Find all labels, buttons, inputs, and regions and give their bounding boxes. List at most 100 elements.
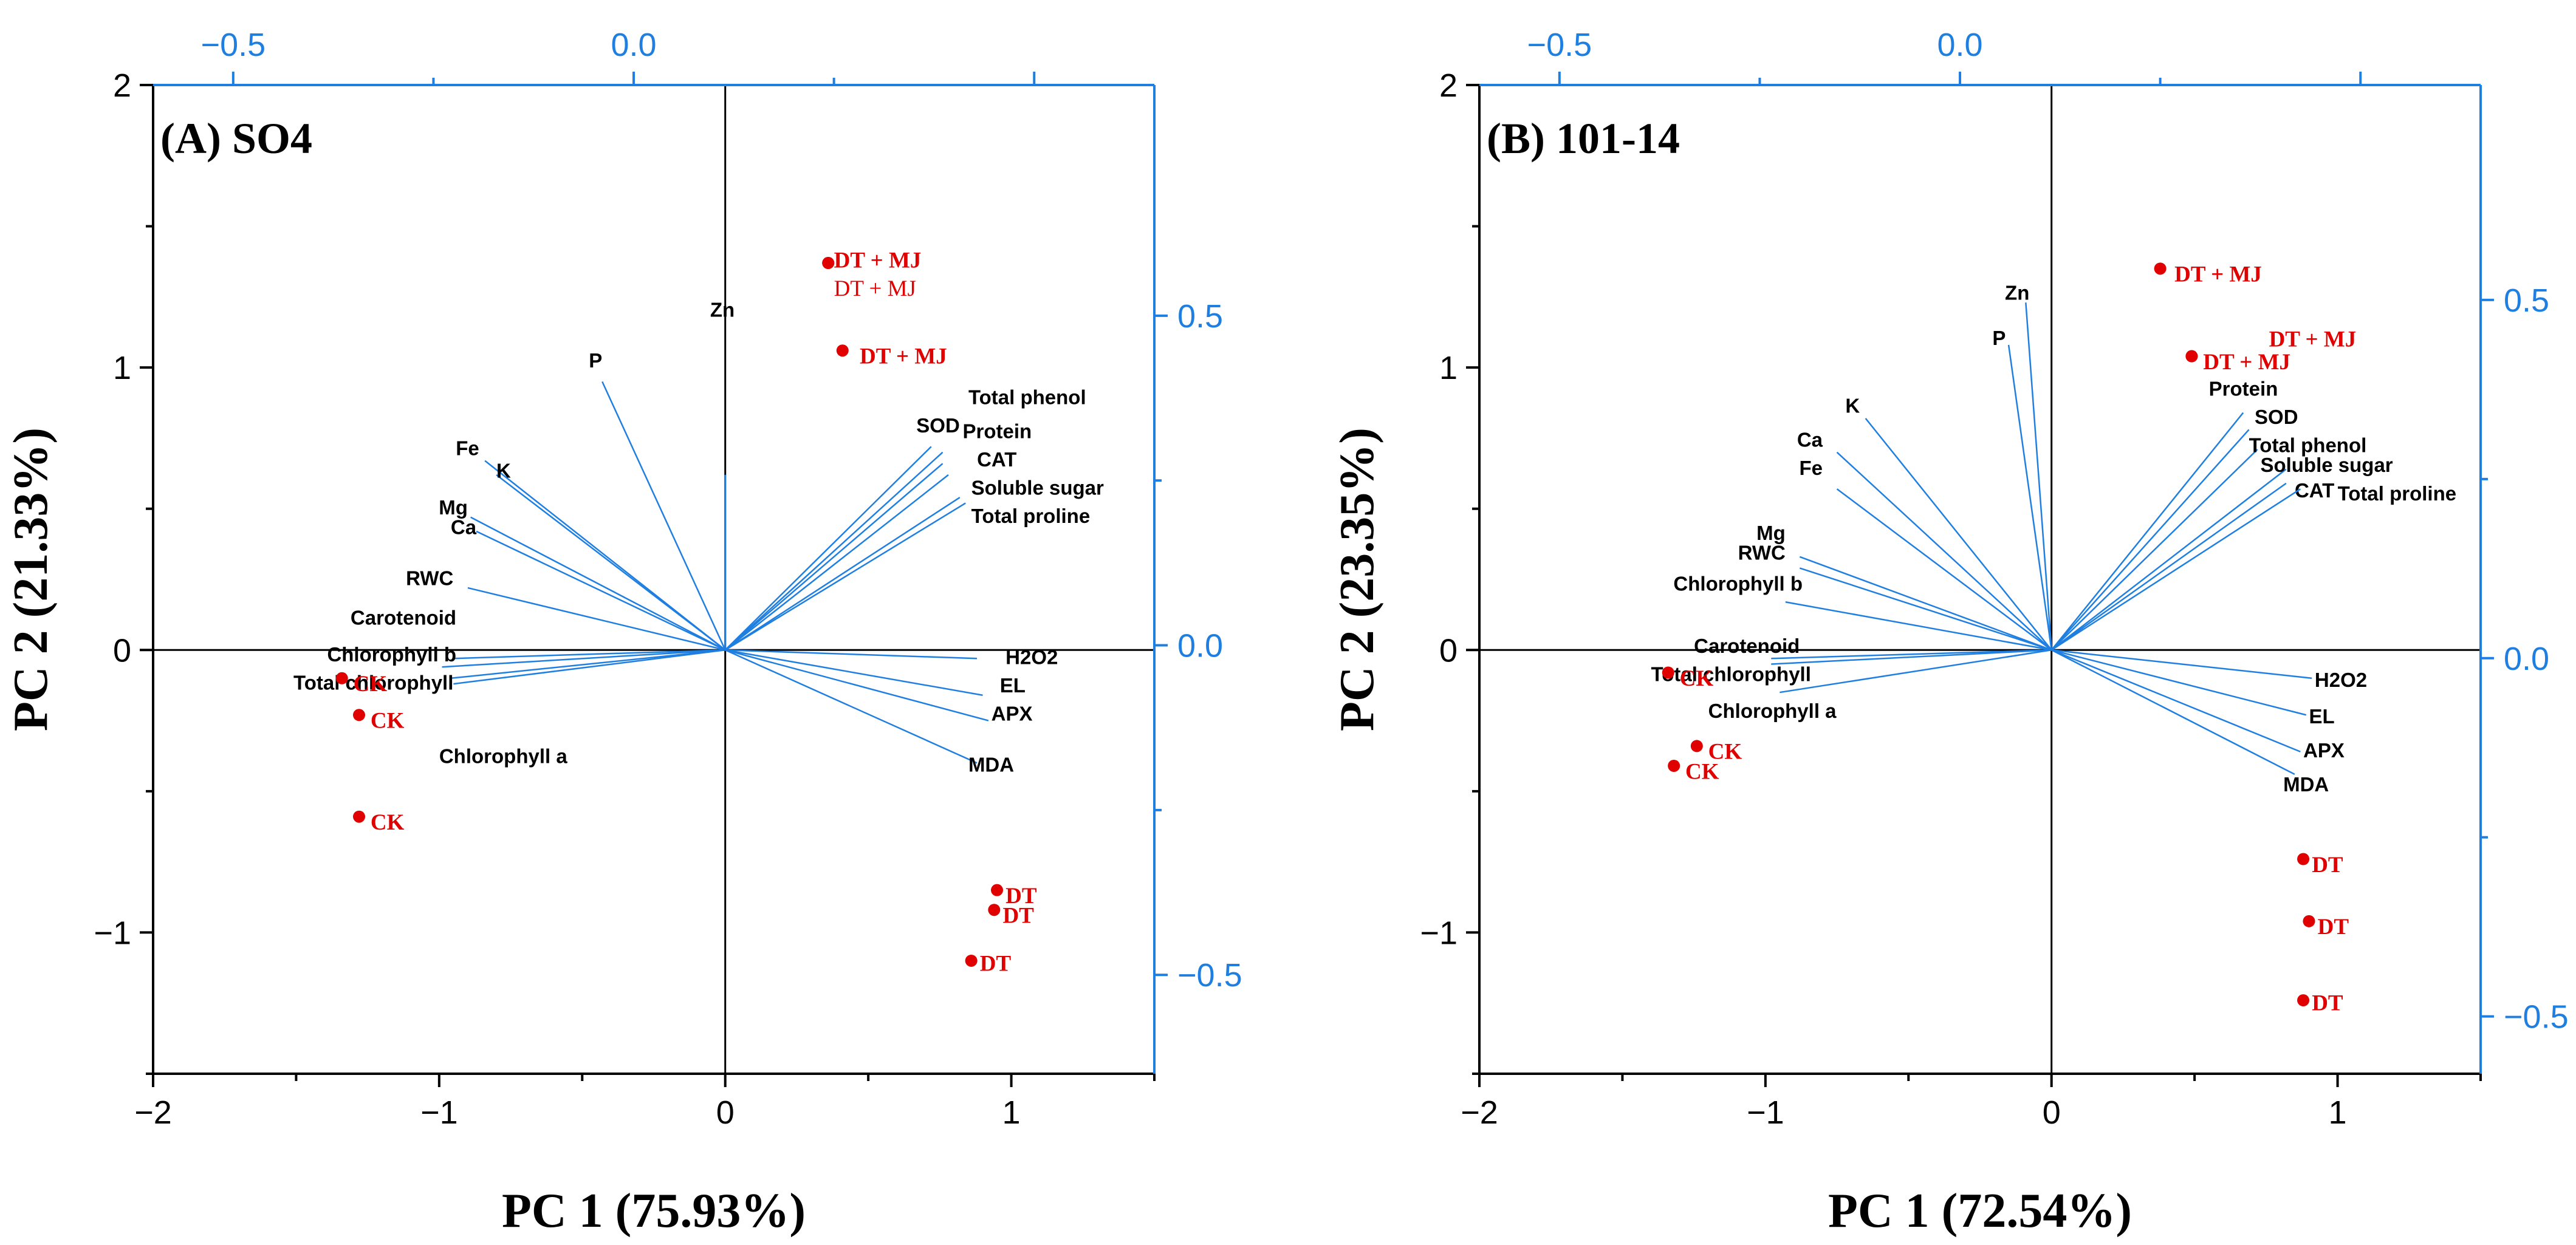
loading-label: H2O2	[2315, 669, 2367, 691]
loading-vector	[2050, 449, 2258, 651]
loading-vector	[2050, 468, 2287, 651]
x-tick-label: 1	[1002, 1094, 1021, 1131]
loading-vector	[442, 649, 725, 668]
loading-label: Chlorophyll b	[1673, 573, 1803, 595]
loading-label: Chlorophyll b	[327, 643, 456, 666]
sample-point	[1690, 740, 1703, 752]
sample-point	[965, 954, 978, 967]
sample-point	[335, 672, 348, 684]
loading-label: Total phenol	[2249, 434, 2367, 457]
loading-label: Total proline	[971, 505, 1091, 527]
top-tick-label: 0.0	[611, 27, 657, 63]
panel-title: (B) 101-14	[1487, 114, 1680, 163]
loading-vector	[2050, 429, 2250, 651]
sample-point	[2154, 262, 2167, 275]
x-tick-label: −2	[134, 1094, 172, 1131]
loading-vector	[467, 587, 726, 651]
sample-label: DT + MJ	[860, 344, 947, 369]
loading-label: MDA	[968, 753, 1014, 776]
sample-point	[2297, 853, 2310, 865]
x-tick-label: 0	[2043, 1094, 2061, 1131]
loading-vector	[2051, 649, 2307, 716]
top-tick-label: −0.5	[201, 27, 266, 63]
sample-label: DT	[2312, 991, 2343, 1016]
loading-label: Fe	[1800, 457, 1823, 479]
loading-vector	[2050, 482, 2287, 651]
loading-label: Carotenoid	[1694, 635, 1800, 657]
panel-b-101-14: −2 −1 0 1 2 1 0 −1 −0.5 0.0 0.5 0.0 −0.5 Zn P K Ca Fe MgRW…	[1331, 27, 2569, 1238]
loading-vector	[2051, 488, 2301, 651]
loading-vector	[1865, 418, 2052, 651]
loading-vector	[1836, 488, 2052, 651]
loading-vector	[724, 463, 944, 651]
loading-label: K	[496, 460, 511, 482]
loading-label: RWC	[406, 567, 453, 589]
y-tick-label: 0	[113, 632, 131, 669]
loading-label: Protein	[963, 420, 1032, 442]
sample-point	[353, 810, 366, 823]
loading-label: Soluble sugar	[971, 476, 1104, 499]
sample-point	[822, 257, 835, 270]
panel-title: (A) SO4	[160, 114, 312, 163]
loading-vector	[2025, 302, 2052, 650]
loading-vector	[496, 474, 726, 651]
right-tick-label: 0.5	[1177, 298, 1223, 335]
loading-label: Total chlorophyll	[293, 671, 453, 694]
loading-label: EL	[2309, 705, 2334, 728]
loading-label: Total proline	[2338, 482, 2457, 505]
sample-label: DT	[2318, 915, 2349, 940]
loading-label: Mg	[439, 496, 468, 519]
loading-vector	[725, 649, 989, 721]
loading-vector	[450, 649, 725, 680]
loading-vector	[724, 474, 949, 651]
loading-label: Protein	[2209, 378, 2278, 400]
right-tick-label: −0.5	[1177, 957, 1242, 994]
loading-label: Chlorophyll a	[439, 745, 567, 767]
top-tick-label: 0.0	[1937, 27, 1983, 63]
loading-label: SOD	[916, 414, 960, 437]
loading-label: Ca	[451, 516, 477, 539]
right-tick-label: 0.0	[1177, 628, 1223, 664]
sample-label: CK	[1685, 759, 1719, 784]
right-tick-label: −0.5	[2504, 999, 2569, 1035]
x-axis-title: PC 1 (75.93%)	[502, 1184, 806, 1238]
sample-label: DT	[1005, 884, 1037, 909]
y-tick-label: 0	[1439, 632, 1458, 669]
x-tick-label: −2	[1461, 1094, 1498, 1131]
y-tick-label: −1	[94, 915, 131, 951]
sample-point	[836, 344, 849, 357]
sample-label: DT + MJ	[834, 276, 916, 301]
sample-label: CK	[354, 672, 388, 697]
sample-point	[1662, 666, 1674, 679]
sample-label: DT + MJ	[2203, 350, 2290, 375]
loading-vector	[1780, 649, 2052, 694]
loading-vector	[724, 451, 944, 651]
sample-label: CK	[371, 709, 405, 734]
y-tick-label: −1	[1420, 915, 1458, 951]
sample-label: DT	[1002, 904, 1034, 929]
loading-vector	[1799, 567, 2052, 651]
loading-label: EL	[1000, 674, 1026, 697]
loading-vector	[470, 516, 726, 651]
sample-label: DT + MJ	[2174, 262, 2262, 287]
loading-vector	[725, 649, 983, 696]
y-tick-label: 1	[113, 350, 131, 386]
x-tick-label: 0	[716, 1094, 735, 1131]
loading-vector	[725, 649, 978, 660]
top-tick-label: −0.5	[1527, 27, 1592, 63]
x-tick-label: −1	[1747, 1094, 1784, 1131]
y-axis-title: PC 2 (21.33%)	[4, 428, 58, 731]
x-tick-label: −1	[420, 1094, 458, 1131]
sample-point	[2185, 350, 2198, 363]
loading-label: APX	[2303, 739, 2345, 762]
sample-label: DT + MJ	[2269, 327, 2357, 352]
sample-point	[988, 904, 1001, 916]
y-axis-title: PC 2 (23.35%)	[1331, 428, 1384, 731]
loading-label: Fe	[456, 437, 479, 459]
y-tick-label: 1	[1439, 350, 1458, 386]
loading-vector	[2051, 649, 2312, 680]
sample-point	[353, 709, 366, 721]
loading-label: CAT	[2295, 479, 2334, 502]
